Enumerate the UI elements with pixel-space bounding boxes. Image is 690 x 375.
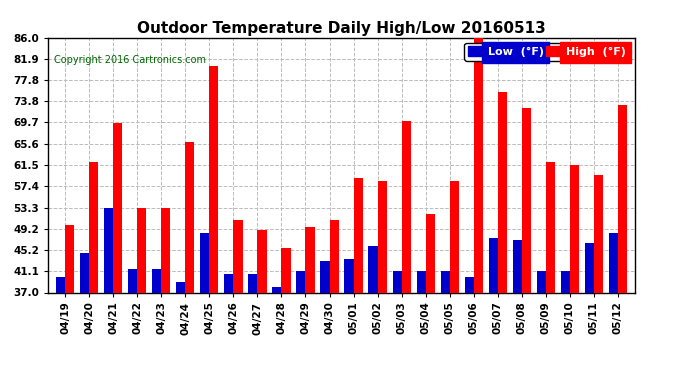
Bar: [89, 162, 98, 292]
Bar: [393, 271, 402, 292]
Bar: [128, 269, 137, 292]
Bar: [330, 220, 339, 292]
Bar: [618, 105, 627, 292]
Bar: [417, 271, 426, 292]
Bar: [344, 259, 353, 292]
Bar: [65, 225, 75, 292]
Bar: [257, 230, 266, 292]
Bar: [594, 176, 603, 292]
Bar: [474, 38, 483, 292]
Bar: [377, 181, 386, 292]
Bar: [353, 178, 363, 292]
Bar: [609, 232, 618, 292]
Bar: [233, 220, 242, 292]
Bar: [273, 287, 282, 292]
Bar: [176, 282, 186, 292]
Bar: [80, 254, 89, 292]
Bar: [426, 214, 435, 292]
Bar: [306, 228, 315, 292]
Bar: [282, 248, 290, 292]
Bar: [56, 277, 65, 292]
Legend: Low  (°F), High  (°F): Low (°F), High (°F): [464, 43, 629, 60]
Bar: [200, 232, 209, 292]
Bar: [368, 246, 377, 292]
Bar: [561, 271, 570, 292]
Bar: [450, 181, 459, 292]
Bar: [546, 162, 555, 292]
Bar: [137, 208, 146, 292]
Bar: [186, 142, 195, 292]
Bar: [537, 271, 546, 292]
Bar: [104, 208, 113, 292]
Bar: [248, 274, 257, 292]
Bar: [320, 261, 330, 292]
Bar: [585, 243, 594, 292]
Bar: [464, 277, 474, 292]
Bar: [441, 271, 450, 292]
Bar: [497, 92, 507, 292]
Bar: [402, 121, 411, 292]
Bar: [209, 66, 219, 292]
Bar: [297, 271, 306, 292]
Title: Outdoor Temperature Daily High/Low 20160513: Outdoor Temperature Daily High/Low 20160…: [137, 21, 546, 36]
Bar: [570, 165, 579, 292]
Bar: [513, 240, 522, 292]
Bar: [161, 208, 170, 292]
Bar: [152, 269, 161, 292]
Bar: [113, 123, 122, 292]
Text: Copyright 2016 Cartronics.com: Copyright 2016 Cartronics.com: [55, 56, 206, 65]
Bar: [522, 108, 531, 292]
Bar: [224, 274, 233, 292]
Bar: [489, 238, 497, 292]
